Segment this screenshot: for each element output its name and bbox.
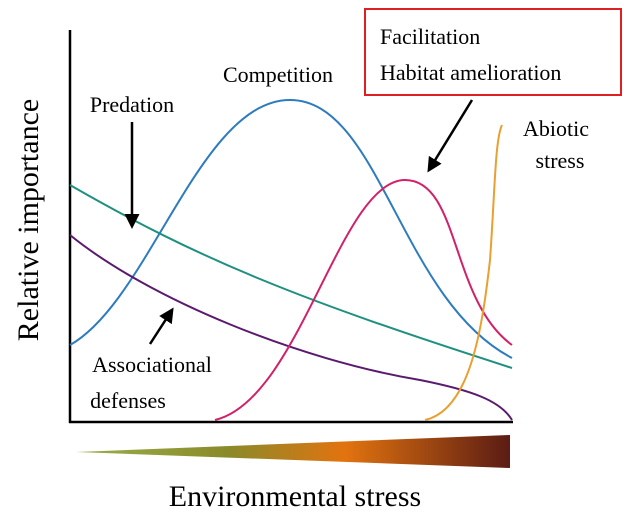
x-axis-label: Environmental stress [169,480,421,513]
abiotic-label: stress [536,148,585,173]
stress-gradient [76,435,510,468]
associational-curve [69,234,513,421]
facilitation-curve [214,178,513,421]
facilitation-arrow [427,99,474,173]
abiotic-curve [424,124,503,421]
facilitation-label: Habitat amelioration [380,60,561,85]
associational-arrow [148,307,174,345]
competition-label: Competition [223,62,333,87]
competition-curve [69,98,513,359]
facilitation-label: Facilitation [380,24,480,49]
facilitation-box [364,8,622,96]
associational-label: Associational [92,352,212,377]
y-axis-label: Relative importance [12,99,45,341]
abiotic-label: Abiotic [523,116,589,141]
predation-label: Predation [90,92,174,117]
associational-label: defenses [90,388,166,413]
predation-curve [69,184,513,369]
